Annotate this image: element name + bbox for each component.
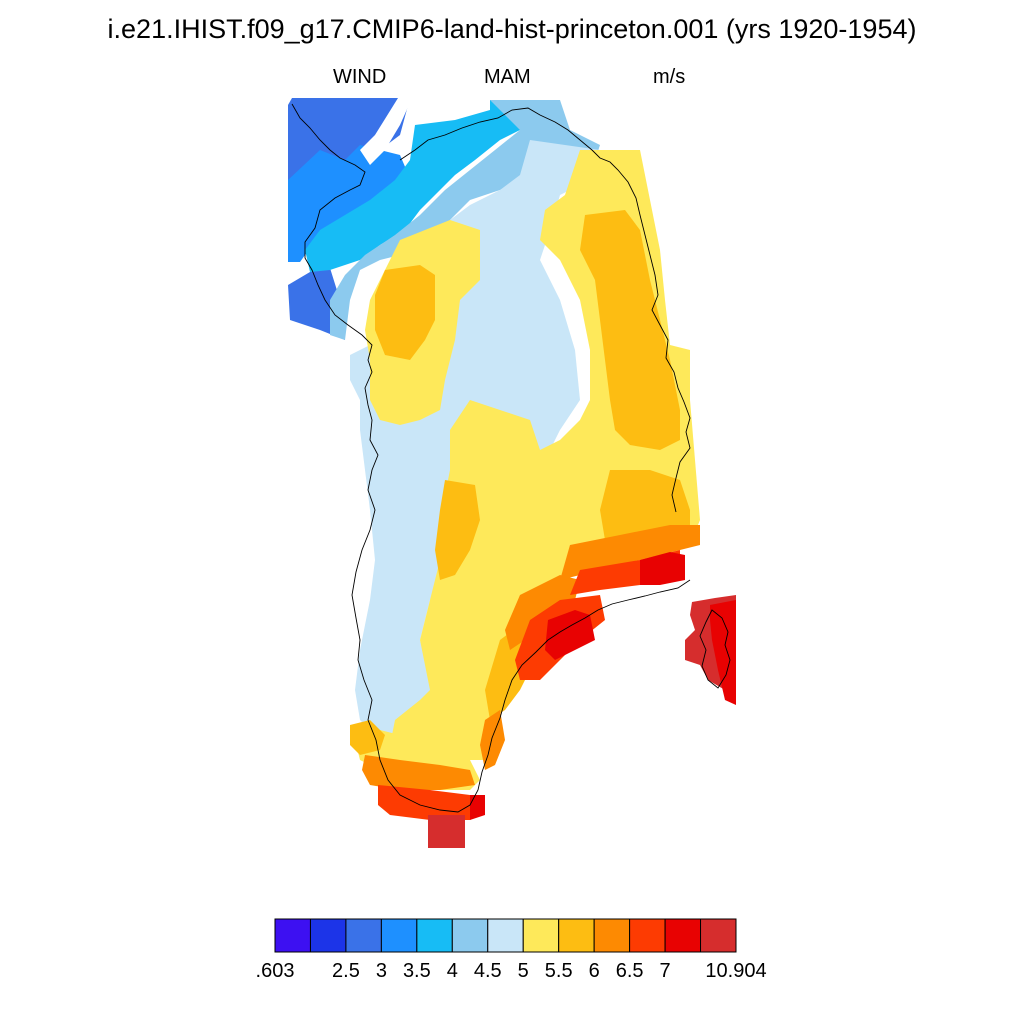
plot-title: i.e21.IHIST.f09_g17.CMIP6-land-hist-prin… bbox=[107, 14, 917, 44]
field-gold-east bbox=[580, 210, 680, 450]
colorbar-box bbox=[309, 918, 347, 953]
colorbar-tick-label: 3.5 bbox=[402, 960, 431, 982]
coastline bbox=[291, 103, 731, 813]
season-label: MAM bbox=[484, 66, 531, 88]
field-gap-2 bbox=[288, 98, 292, 105]
field-darkred-sw bbox=[428, 815, 465, 848]
coastline-island bbox=[699, 609, 731, 689]
field-red-east bbox=[640, 552, 685, 585]
colorbar-tick-label: 5.5 bbox=[544, 960, 573, 982]
units-label: m/s bbox=[653, 66, 686, 88]
colorbar-box bbox=[274, 918, 311, 953]
colorbar-box bbox=[664, 918, 702, 953]
field-gold-center bbox=[435, 480, 480, 580]
colorbar-boxes bbox=[274, 918, 737, 953]
field-gold-sw bbox=[350, 720, 385, 755]
colorbar-box bbox=[416, 918, 453, 953]
field-gap-1 bbox=[360, 98, 412, 165]
colorbar-tick-label: 5 bbox=[517, 960, 529, 982]
colorbar-tick-label: 7 bbox=[659, 960, 671, 982]
colorbar-tick-label: 4.5 bbox=[473, 960, 502, 982]
variable-label: WIND bbox=[333, 66, 387, 88]
colorbar-box bbox=[451, 918, 489, 953]
field-island-red bbox=[710, 600, 736, 705]
colorbar-box bbox=[487, 918, 524, 953]
colorbar-tick-label: 6.5 bbox=[615, 960, 644, 982]
field-red-sw bbox=[470, 795, 485, 820]
field-cyan-north bbox=[305, 100, 530, 272]
coastline-main bbox=[291, 103, 691, 813]
colorbar-tick-label: 4 bbox=[446, 960, 458, 982]
colorbar-tick-label: .603 bbox=[255, 960, 295, 982]
colorbar-box bbox=[593, 918, 631, 953]
field-red-south bbox=[545, 610, 595, 660]
field-gold-west bbox=[375, 265, 435, 360]
field-orange-sw bbox=[362, 755, 475, 790]
field-redorange-sw bbox=[378, 785, 485, 820]
field-orange-sw-2 bbox=[480, 710, 505, 770]
colorbar-tick-label: 2.5 bbox=[332, 960, 360, 982]
field-orange-east bbox=[560, 525, 700, 580]
colorbar-box bbox=[558, 918, 595, 953]
colorbar-tick-label: 6 bbox=[588, 960, 600, 982]
colorbar-box bbox=[380, 918, 418, 953]
colorbar-tick-label: 10.904 bbox=[705, 960, 767, 982]
map-field bbox=[288, 98, 736, 848]
colorbar-tick-label: 3 bbox=[375, 960, 387, 982]
field-gold-southeast bbox=[600, 470, 690, 540]
colorbar-box bbox=[522, 918, 560, 953]
colorbar-box bbox=[345, 918, 382, 953]
colorbar-box bbox=[629, 918, 666, 953]
coastline-north bbox=[399, 107, 691, 513]
colorbar-box bbox=[700, 918, 737, 953]
